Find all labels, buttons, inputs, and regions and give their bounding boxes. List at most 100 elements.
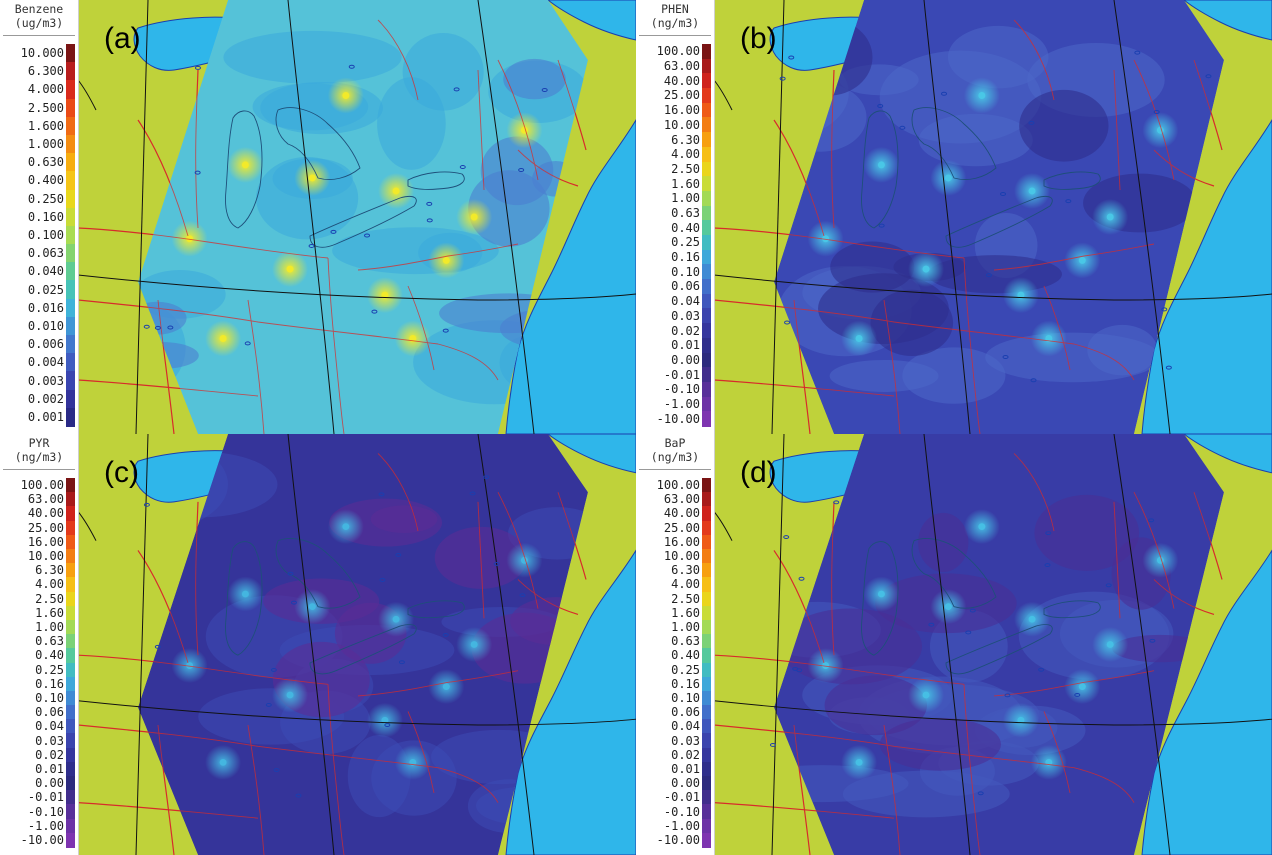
legend-tick-label: 0.63 <box>671 634 700 649</box>
legend-tick-label: 16.00 <box>663 534 700 549</box>
colorbar-segment <box>702 132 711 148</box>
legend-pollutant-name: PHEN <box>661 2 689 16</box>
northern-bay <box>1183 434 1272 474</box>
legend-tick-label: 0.010 <box>27 318 64 333</box>
atlantic-ocean <box>505 119 636 434</box>
map-view <box>714 0 1272 434</box>
legend-divider <box>3 469 75 470</box>
atlantic-ocean <box>505 549 636 855</box>
colorbar-segment <box>66 605 75 621</box>
colorbar-segment <box>702 73 711 89</box>
colorbar-segment <box>702 381 711 398</box>
legend-tick-label: 1.00 <box>671 620 700 635</box>
colorbar-segment <box>66 189 75 209</box>
inland-lakes <box>779 50 1212 383</box>
legend-tick-label: 0.01 <box>671 761 700 776</box>
colorbar-segment <box>66 171 75 191</box>
legend-divider <box>639 35 711 36</box>
legend: PHEN (ng/m3) 100.00 63.00 40.00 25.00 16.00 10.… <box>636 0 715 434</box>
legend-tick-label: 0.003 <box>27 373 64 388</box>
legend: PYR (ng/m3) 100.00 63.00 40.00 25.00 16.00 10.0… <box>0 434 79 855</box>
colorbar-segment <box>702 337 711 354</box>
legend-tick-label: 6.300 <box>27 64 64 79</box>
legend-tick-label: 0.160 <box>27 209 64 224</box>
legend-tick-label: 0.63 <box>671 205 700 220</box>
colorbar-segment <box>702 719 711 735</box>
colorbar-segment <box>66 353 75 373</box>
legend-tick-labels: 100.00 63.00 40.00 25.00 16.00 10.00 6.30 4.00 2… <box>2 434 64 855</box>
legend-tick-label: 4.000 <box>27 82 64 97</box>
colorbar-segment <box>66 407 75 427</box>
legend-tick-label: 0.10 <box>671 264 700 279</box>
legend-pollutant-name: PYR <box>28 436 50 450</box>
colorbar-segment <box>66 116 75 136</box>
colorbar-segment <box>66 316 75 336</box>
legend-tick-label: 25.00 <box>663 520 700 535</box>
legend-tick-label: 0.06 <box>671 279 700 294</box>
legend-tick-label: 0.40 <box>35 648 64 663</box>
legend-tick-label: 10.00 <box>663 117 700 132</box>
colorbar-segment <box>702 662 711 678</box>
legend-divider <box>639 469 711 470</box>
colorbar-segment <box>66 98 75 118</box>
colorbar-segment <box>702 832 711 848</box>
legend-tick-label: -0.10 <box>663 804 700 819</box>
map-canvas <box>78 434 636 855</box>
lat-lon-gridlines <box>714 434 1272 855</box>
colorbar-segment <box>66 832 75 848</box>
legend-tick-label: 6.30 <box>35 563 64 578</box>
colorbar-segment <box>702 478 711 493</box>
legend-tick-label: 0.02 <box>35 747 64 762</box>
map-view <box>714 434 1272 855</box>
colorbar-segment <box>66 335 75 354</box>
map-canvas <box>78 0 636 434</box>
legend-tick-label: 0.04 <box>35 719 64 734</box>
legend-tick-label: 25.00 <box>27 520 64 535</box>
legend-tick-label: 1.60 <box>671 176 700 191</box>
colorbar-segment <box>702 648 711 664</box>
legend-tick-label: 40.00 <box>663 506 700 521</box>
legend-tick-label: 0.16 <box>671 676 700 691</box>
colorbar-segment <box>66 280 75 300</box>
colorbar-segment <box>702 761 711 777</box>
colorbar-segment <box>66 634 75 649</box>
legend-tick-label: -10.00 <box>656 832 700 847</box>
colorbar-segment <box>702 563 711 578</box>
colorbar-segment <box>66 134 75 154</box>
colorbar-segment <box>702 520 711 536</box>
legend-colorbar <box>66 44 75 427</box>
map-view <box>78 434 636 855</box>
colorbar-segment <box>702 352 711 368</box>
map-panel-b: PHEN (ng/m3) 100.00 63.00 40.00 25.00 16.00 10.… <box>636 0 1272 434</box>
legend-tick-label: 100.00 <box>20 478 64 493</box>
legend-tick-label: 1.00 <box>35 620 64 635</box>
legend-tick-label: 6.30 <box>671 563 700 578</box>
legend-tick-label: 0.006 <box>27 337 64 352</box>
legend-colorbar <box>66 478 75 848</box>
colorbar-segment <box>702 190 711 207</box>
colorbar-segment <box>66 80 75 100</box>
colorbar-segment <box>66 207 75 227</box>
legend-tick-label: 63.00 <box>27 492 64 507</box>
concentration-field <box>774 434 1224 855</box>
legend-tick-label: 63.00 <box>663 59 700 74</box>
legend-tick-label: 4.00 <box>671 577 700 592</box>
legend-tick-label: 0.063 <box>27 246 64 261</box>
legend-tick-label: 0.00 <box>35 776 64 791</box>
colorbar-segment <box>702 790 711 805</box>
legend-tick-label: 6.30 <box>671 132 700 147</box>
legend-tick-label: 1.60 <box>35 605 64 620</box>
colorbar-segment <box>66 719 75 735</box>
colorbar-segment <box>702 591 711 607</box>
colorbar-segment <box>66 225 75 245</box>
colorbar-segment <box>702 733 711 749</box>
concentration-field <box>138 0 588 434</box>
inland-lakes <box>769 500 1156 796</box>
colorbar-segment <box>66 761 75 777</box>
colorbar-segment <box>66 534 75 550</box>
colorbar-segment <box>66 619 75 635</box>
legend-tick-label: 0.040 <box>27 264 64 279</box>
colorbar-segment <box>66 563 75 578</box>
legend-tick-label: 0.25 <box>671 235 700 250</box>
legend-tick-label: 1.00 <box>671 191 700 206</box>
